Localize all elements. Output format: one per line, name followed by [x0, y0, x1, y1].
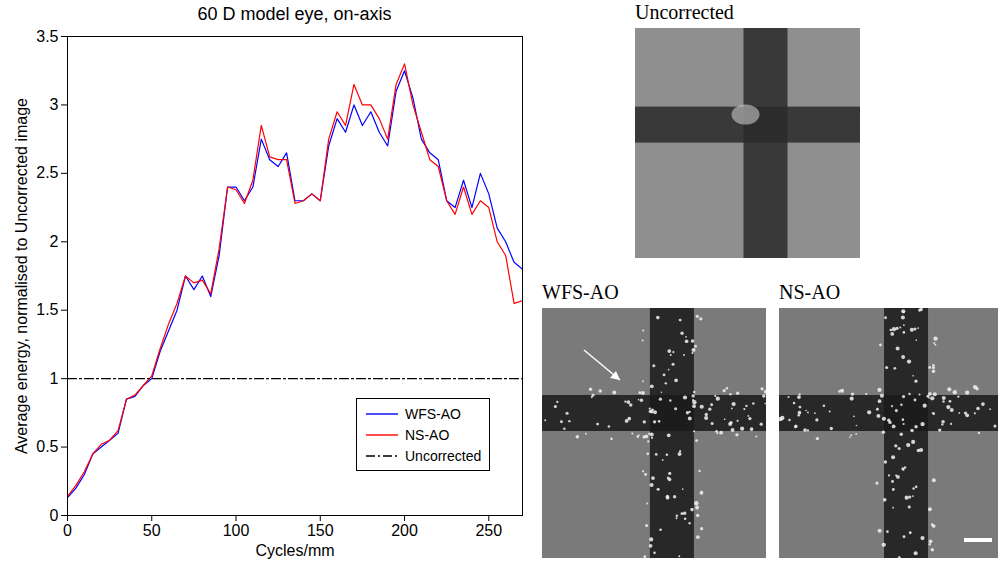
- html-text:60 D model eye, on-axis: 60 D model eye, on-axis: [197, 4, 392, 24]
- html-text:Uncorrected: Uncorrected: [405, 447, 482, 464]
- svg-text:0.5: 0.5: [36, 438, 58, 455]
- svg-text:100: 100: [223, 522, 250, 539]
- svg-text:150: 150: [307, 522, 334, 539]
- html-text:WFS-AO: WFS-AO: [542, 281, 619, 303]
- svg-text:1: 1: [50, 370, 59, 387]
- svg-text:Cycles/mm: Cycles/mm: [255, 542, 334, 559]
- html-text:Uncorrected: Uncorrected: [635, 1, 734, 23]
- html-text:WFS-AO: WFS-AO: [405, 405, 461, 422]
- html-text:NS-AO: NS-AO: [779, 281, 841, 303]
- svg-text:1.5: 1.5: [36, 301, 58, 318]
- svg-text:2: 2: [50, 233, 59, 250]
- svg-text:0: 0: [63, 522, 72, 539]
- svg-text:2.5: 2.5: [36, 164, 58, 181]
- svg-text:250: 250: [475, 522, 502, 539]
- svg-text:Average energy, normalised to: Average energy, normalised to Uncorrecte…: [13, 98, 30, 454]
- svg-text:200: 200: [391, 522, 418, 539]
- html-text:NS-AO: NS-AO: [405, 426, 450, 443]
- svg-text:50: 50: [143, 522, 161, 539]
- svg-text:3.5: 3.5: [36, 28, 58, 45]
- svg-text:0: 0: [50, 507, 59, 524]
- svg-text:3: 3: [50, 96, 59, 113]
